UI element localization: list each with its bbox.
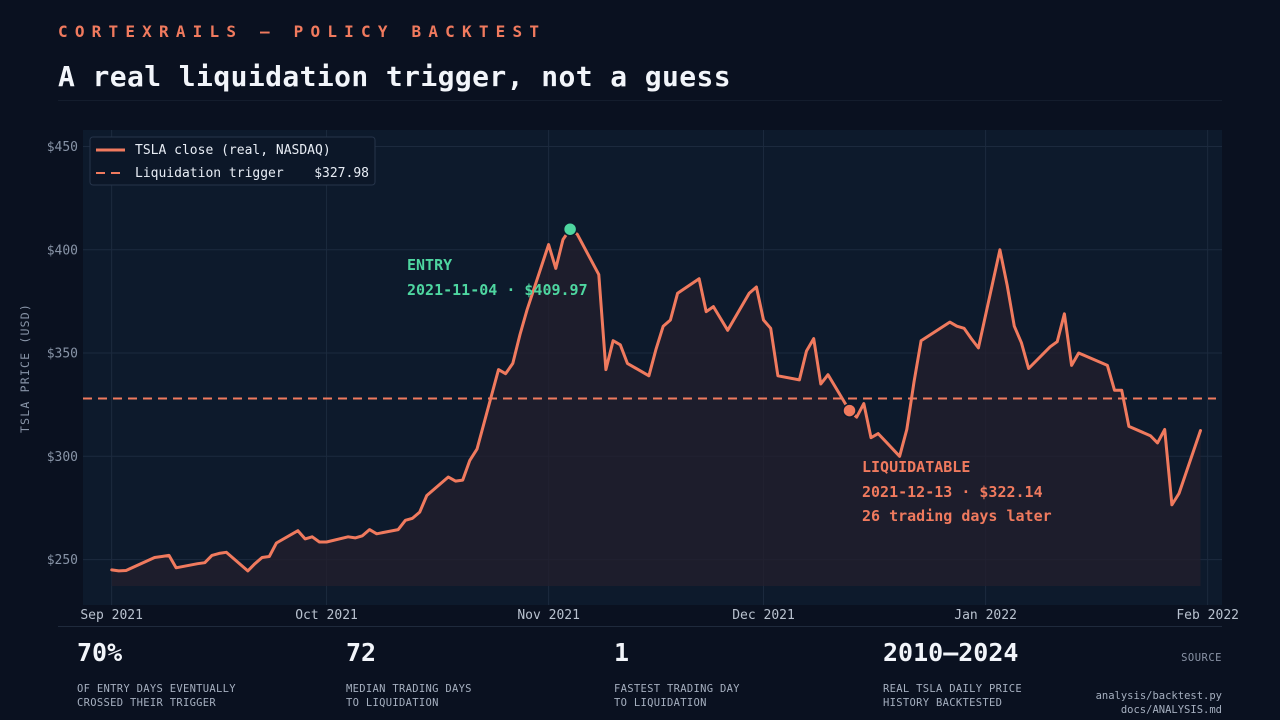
legend: TSLA close (real, NASDAQ) Liquidation tr… xyxy=(89,136,376,186)
y-tick-label: $300 xyxy=(47,450,78,465)
x-tick-label: Feb 2022 xyxy=(1176,608,1239,623)
stat-value: 2010–2024 xyxy=(883,638,1019,667)
stat-history-range: 2010–2024 REAL TSLA DAILY PRICE HISTORY … xyxy=(883,636,1022,710)
x-tick-label: Oct 2021 xyxy=(295,608,358,623)
y-tick-label: $400 xyxy=(47,243,78,258)
liquidation-annotation-note: 26 trading days later xyxy=(862,507,1052,525)
stat-value: 1 xyxy=(614,638,630,667)
price-area-fill xyxy=(111,229,1201,586)
liquidation-marker xyxy=(842,403,857,418)
price-line xyxy=(110,227,1202,573)
y-tick-label: $350 xyxy=(47,347,78,362)
x-axis-ticks: Sep 2021 Oct 2021 Nov 2021 Dec 2021 Jan 2022… xyxy=(80,608,1239,623)
source-title: SOURCE xyxy=(1181,652,1222,664)
y-axis-label: TSLA PRICE (USD) xyxy=(18,303,32,433)
entry-marker xyxy=(562,221,578,237)
footer-divider xyxy=(58,626,1222,627)
source-block: SOURCE analysis/backtest.py docs/ANALYSI… xyxy=(1096,652,1222,717)
y-tick-label: $250 xyxy=(47,553,78,568)
stat-value: 72 xyxy=(346,638,377,667)
stat-fastest-day: 1 FASTEST TRADING DAY TO LIQUIDATION xyxy=(614,636,740,710)
stat-median-days: 72 MEDIAN TRADING DAYS TO LIQUIDATION xyxy=(346,636,472,710)
y-axis-ticks: $250 $300 $350 $400 $450 xyxy=(47,140,78,568)
entry-annotation-detail: 2021-11-04 · $409.97 xyxy=(407,281,588,299)
legend-box xyxy=(89,136,376,186)
x-tick-label: Nov 2021 xyxy=(517,608,580,623)
liquidation-annotation-title: LIQUIDATABLE xyxy=(862,458,970,476)
source-file-analysis: docs/ANALYSIS.md xyxy=(1120,704,1222,716)
stat-label: MEDIAN TRADING DAYS TO LIQUIDATION xyxy=(346,683,472,709)
stat-label: OF ENTRY DAYS EVENTUALLY CROSSED THEIR T… xyxy=(77,683,236,709)
x-tick-label: Sep 2021 xyxy=(80,608,143,623)
x-tick-label: Dec 2021 xyxy=(732,608,795,623)
price-chart: $250 $300 $350 $400 $450 Sep 2021 Oct 2021 Nov… xyxy=(18,130,1239,623)
legend-label-price: TSLA close (real, NASDAQ) xyxy=(135,143,331,158)
stat-label: REAL TSLA DAILY PRICE HISTORY BACKTESTED xyxy=(883,683,1023,709)
x-tick-label: Jan 2022 xyxy=(954,608,1017,623)
liquidation-annotation-detail: 2021-12-13 · $322.14 xyxy=(862,483,1043,501)
y-tick-label: $450 xyxy=(47,140,78,155)
source-file-backtest: analysis/backtest.py xyxy=(1095,690,1222,702)
stat-value: 70% xyxy=(77,638,123,667)
legend-label-trigger: Liquidation trigger xyxy=(135,166,284,181)
entry-annotation-title: ENTRY xyxy=(407,256,452,274)
page-title: A real liquidation trigger, not a guess xyxy=(58,60,732,93)
legend-trigger-value: $327.98 xyxy=(314,166,369,181)
stat-label: FASTEST TRADING DAY TO LIQUIDATION xyxy=(614,683,740,709)
header-divider xyxy=(58,100,1222,101)
stat-crossed-trigger: 70% OF ENTRY DAYS EVENTUALLY CROSSED THE… xyxy=(77,636,236,710)
eyebrow-label: CORTEXRAILS — POLICY BACKTEST xyxy=(58,22,547,41)
